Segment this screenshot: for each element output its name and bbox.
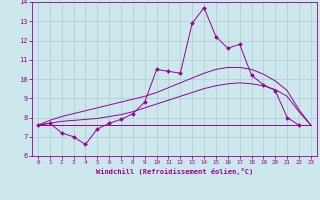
- X-axis label: Windchill (Refroidissement éolien,°C): Windchill (Refroidissement éolien,°C): [96, 168, 253, 175]
